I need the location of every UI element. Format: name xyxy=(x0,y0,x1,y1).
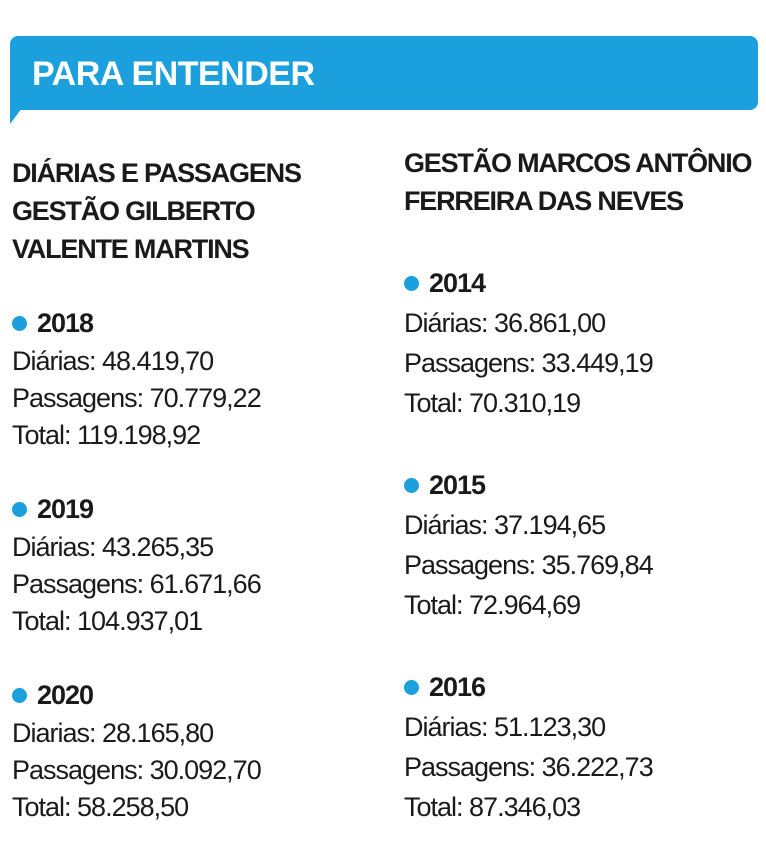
diarias-2016: Diárias: 51.123,30 xyxy=(404,712,606,742)
total-2016: Total: 87.346,03 xyxy=(404,792,581,822)
diarias-2014: Diárias: 36.861,00 xyxy=(404,308,606,338)
year-label: 2014 xyxy=(429,267,486,298)
header-banner xyxy=(10,36,758,110)
bullet-icon xyxy=(12,501,27,517)
year-label: 2020 xyxy=(37,679,94,710)
right-column-title: GESTÃO MARCOS ANTÔNIO FERREIRA DAS NEVES xyxy=(404,144,753,220)
year-heading-2020: 2020 xyxy=(12,677,94,713)
header-banner-tail xyxy=(10,100,28,124)
bullet-icon xyxy=(404,679,419,695)
passagens-2015: Passagens: 35.769,84 xyxy=(404,550,654,580)
year-heading-2018: 2018 xyxy=(12,305,94,341)
year-label: 2016 xyxy=(429,671,486,702)
year-heading-2015: 2015 xyxy=(404,467,486,503)
passagens-2019: Passagens: 61.671,66 xyxy=(12,569,262,599)
year-heading-2019: 2019 xyxy=(12,491,94,527)
total-2018: Total: 119.198,92 xyxy=(12,420,201,450)
bullet-icon xyxy=(12,315,27,331)
year-label: 2015 xyxy=(429,469,486,500)
total-2015: Total: 72.964,69 xyxy=(404,590,581,620)
right-title-line: FERREIRA DAS NEVES xyxy=(404,186,684,216)
passagens-2016: Passagens: 36.222,73 xyxy=(404,752,654,782)
left-title-line: VALENTE MARTINS xyxy=(12,234,250,264)
diarias-2019: Diárias: 43.265,35 xyxy=(12,532,214,562)
passagens-2014: Passagens: 33.449,19 xyxy=(404,348,654,378)
passagens-2018: Passagens: 70.779,22 xyxy=(12,383,262,413)
bullet-icon xyxy=(12,687,27,703)
year-label: 2018 xyxy=(37,307,94,338)
left-column-title: DIÁRIAS E PASSAGENS GESTÃO GILBERTO VALE… xyxy=(12,154,302,268)
right-title-line: GESTÃO MARCOS ANTÔNIO xyxy=(404,148,753,178)
left-title-line: DIÁRIAS E PASSAGENS xyxy=(12,158,302,188)
total-2020: Total: 58.258,50 xyxy=(12,792,189,822)
bullet-icon xyxy=(404,275,419,291)
diarias-2015: Diárias: 37.194,65 xyxy=(404,510,606,540)
diarias-2020: Diarias: 28.165,80 xyxy=(12,718,214,748)
bullet-icon xyxy=(404,477,419,493)
left-title-line: GESTÃO GILBERTO xyxy=(12,196,256,226)
total-2014: Total: 70.310,19 xyxy=(404,388,581,418)
year-heading-2014: 2014 xyxy=(404,265,486,301)
diarias-2018: Diárias: 48.419,70 xyxy=(12,346,214,376)
year-heading-2016: 2016 xyxy=(404,669,486,705)
passagens-2020: Passagens: 30.092,70 xyxy=(12,755,262,785)
year-label: 2019 xyxy=(37,493,94,524)
total-2019: Total: 104.937,01 xyxy=(12,606,203,636)
header-title: PARA ENTENDER xyxy=(32,55,315,93)
